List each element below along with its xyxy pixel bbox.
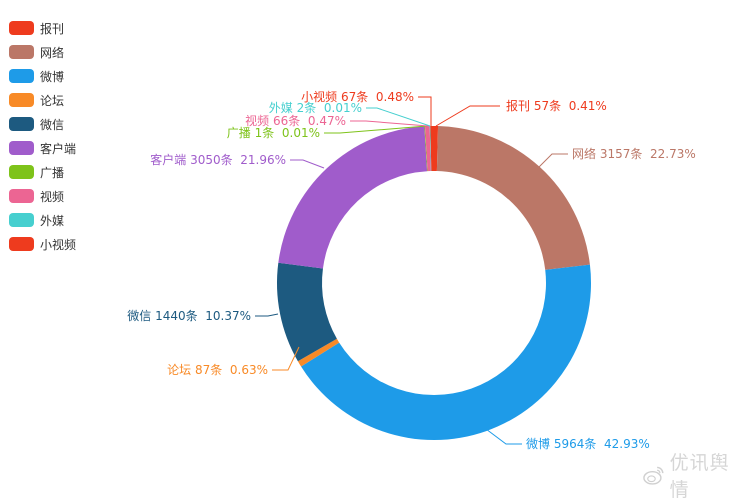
legend-item-waimei[interactable]: 外媒	[9, 208, 76, 232]
legend-swatch	[9, 189, 34, 203]
slice-label: 小视频 67条 0.48%	[301, 89, 414, 104]
leader-line	[290, 159, 325, 169]
leader-line	[350, 120, 429, 127]
donut-slices	[277, 126, 592, 441]
label-leader-lines	[255, 96, 568, 445]
slice-报刊[interactable]	[434, 126, 439, 172]
legend-item-baokan[interactable]: 报刊	[9, 16, 76, 40]
legend-label: 广播	[40, 165, 65, 180]
legend-swatch	[9, 69, 34, 83]
slice-label: 广播 1条 0.01%	[227, 126, 320, 140]
slice-label: 客户端 3050条 21.96%	[150, 152, 286, 167]
legend-label: 客户端	[40, 141, 77, 156]
legend-swatch	[9, 93, 34, 107]
leader-line	[435, 105, 500, 127]
legend-label: 视频	[40, 189, 65, 204]
slice-视频[interactable]	[424, 126, 431, 172]
slice-广播[interactable]	[424, 126, 428, 172]
leader-line	[485, 428, 522, 445]
slice-label: 网络 3157条 22.73%	[572, 146, 696, 161]
legend-item-weibo[interactable]: 微博	[9, 64, 76, 88]
legend-swatch	[9, 21, 34, 35]
legend-label: 报刊	[40, 21, 65, 36]
slice-labels: 报刊 57条 0.41% 网络 3157条 22.73% 微博 5964条 42.9…	[127, 89, 696, 451]
leader-line	[255, 313, 279, 317]
watermark-text: 优讯舆情	[669, 452, 730, 501]
leader-line	[324, 125, 428, 134]
slice-微博[interactable]	[301, 264, 592, 441]
leader-line	[418, 96, 432, 126]
legend: 报刊 网络 微博 论坛 微信 客户端 广播 视频 外媒 小视频	[9, 16, 76, 256]
donut-chart: 报刊 57条 0.41% 网络 3157条 22.73% 微博 5964条 42.9…	[127, 89, 696, 451]
slice-label: 视频 66条 0.47%	[245, 113, 346, 128]
legend-item-xiaoshipin[interactable]: 小视频	[9, 232, 76, 256]
legend-item-weixin[interactable]: 微信	[9, 112, 76, 136]
legend-swatch	[9, 117, 34, 131]
slice-客户端[interactable]	[278, 126, 428, 269]
legend-item-luntan[interactable]: 论坛	[9, 88, 76, 112]
legend-label: 外媒	[40, 213, 65, 228]
legend-label: 网络	[40, 45, 65, 60]
legend-label: 论坛	[40, 93, 65, 108]
legend-swatch	[9, 213, 34, 227]
watermark: 优讯舆情	[643, 448, 745, 502]
legend-item-shipin[interactable]: 视频	[9, 184, 76, 208]
legend-swatch	[9, 45, 34, 59]
leader-line	[272, 346, 300, 371]
leader-line	[538, 153, 568, 168]
slice-label: 微博 5964条 42.93%	[526, 436, 650, 451]
legend-item-guangbo[interactable]: 广播	[9, 160, 76, 184]
legend-label: 微信	[40, 117, 65, 132]
slice-label: 微信 1440条 10.37%	[127, 309, 251, 323]
slice-label: 外媒 2条 0.01%	[269, 101, 362, 115]
leader-line	[366, 107, 431, 127]
legend-item-kehuduan[interactable]: 客户端	[9, 136, 76, 160]
legend-swatch	[9, 165, 34, 179]
slice-论坛[interactable]	[297, 338, 340, 367]
legend-item-wangluo[interactable]: 网络	[9, 40, 76, 64]
legend-label: 微博	[40, 69, 65, 84]
slice-微信[interactable]	[277, 262, 337, 362]
slice-小视频[interactable]	[430, 126, 436, 172]
legend-swatch	[9, 141, 34, 155]
legend-label: 小视频	[40, 237, 77, 252]
legend-swatch	[9, 237, 34, 251]
slice-网络[interactable]	[436, 126, 590, 270]
slice-label: 论坛 87条 0.63%	[167, 363, 268, 377]
slice-label: 报刊 57条 0.41%	[506, 98, 607, 113]
slice-外媒[interactable]	[429, 126, 432, 172]
